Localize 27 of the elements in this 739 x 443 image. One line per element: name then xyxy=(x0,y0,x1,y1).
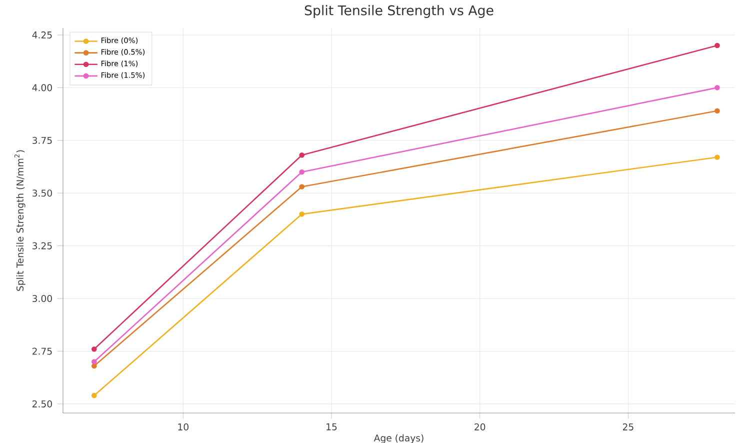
x-axis-title: Age (days) xyxy=(374,434,424,443)
point xyxy=(91,363,97,369)
y-tick-label: 3.75 xyxy=(32,136,52,144)
point xyxy=(714,108,720,114)
point xyxy=(91,359,97,364)
point xyxy=(714,42,720,48)
y-tick-label: 2.50 xyxy=(32,400,52,408)
point xyxy=(299,152,305,158)
y-axis-title: Split Tensile Strength (N/mm$^{2}$) xyxy=(14,150,26,291)
y-tick-label: 3.25 xyxy=(32,242,52,250)
point xyxy=(714,85,720,90)
x-tick-label: 15 xyxy=(326,423,337,430)
chart-title: Split Tensile Strength vs Age xyxy=(304,5,494,18)
x-tick-label: 10 xyxy=(178,423,188,430)
point xyxy=(91,392,97,398)
point xyxy=(299,212,305,217)
point xyxy=(714,154,720,160)
point xyxy=(91,346,97,352)
y-tick-label: 4.00 xyxy=(32,84,52,92)
y-tick-label: 3.00 xyxy=(32,294,52,302)
point xyxy=(299,184,305,190)
y-tick-label: 2.75 xyxy=(32,348,52,355)
point xyxy=(299,169,305,175)
y-tick-label: 3.50 xyxy=(32,190,52,197)
x-tick-label: 25 xyxy=(622,423,634,430)
y-tick-label: 4.25 xyxy=(32,31,52,38)
x-tick-label: 20 xyxy=(474,423,486,430)
